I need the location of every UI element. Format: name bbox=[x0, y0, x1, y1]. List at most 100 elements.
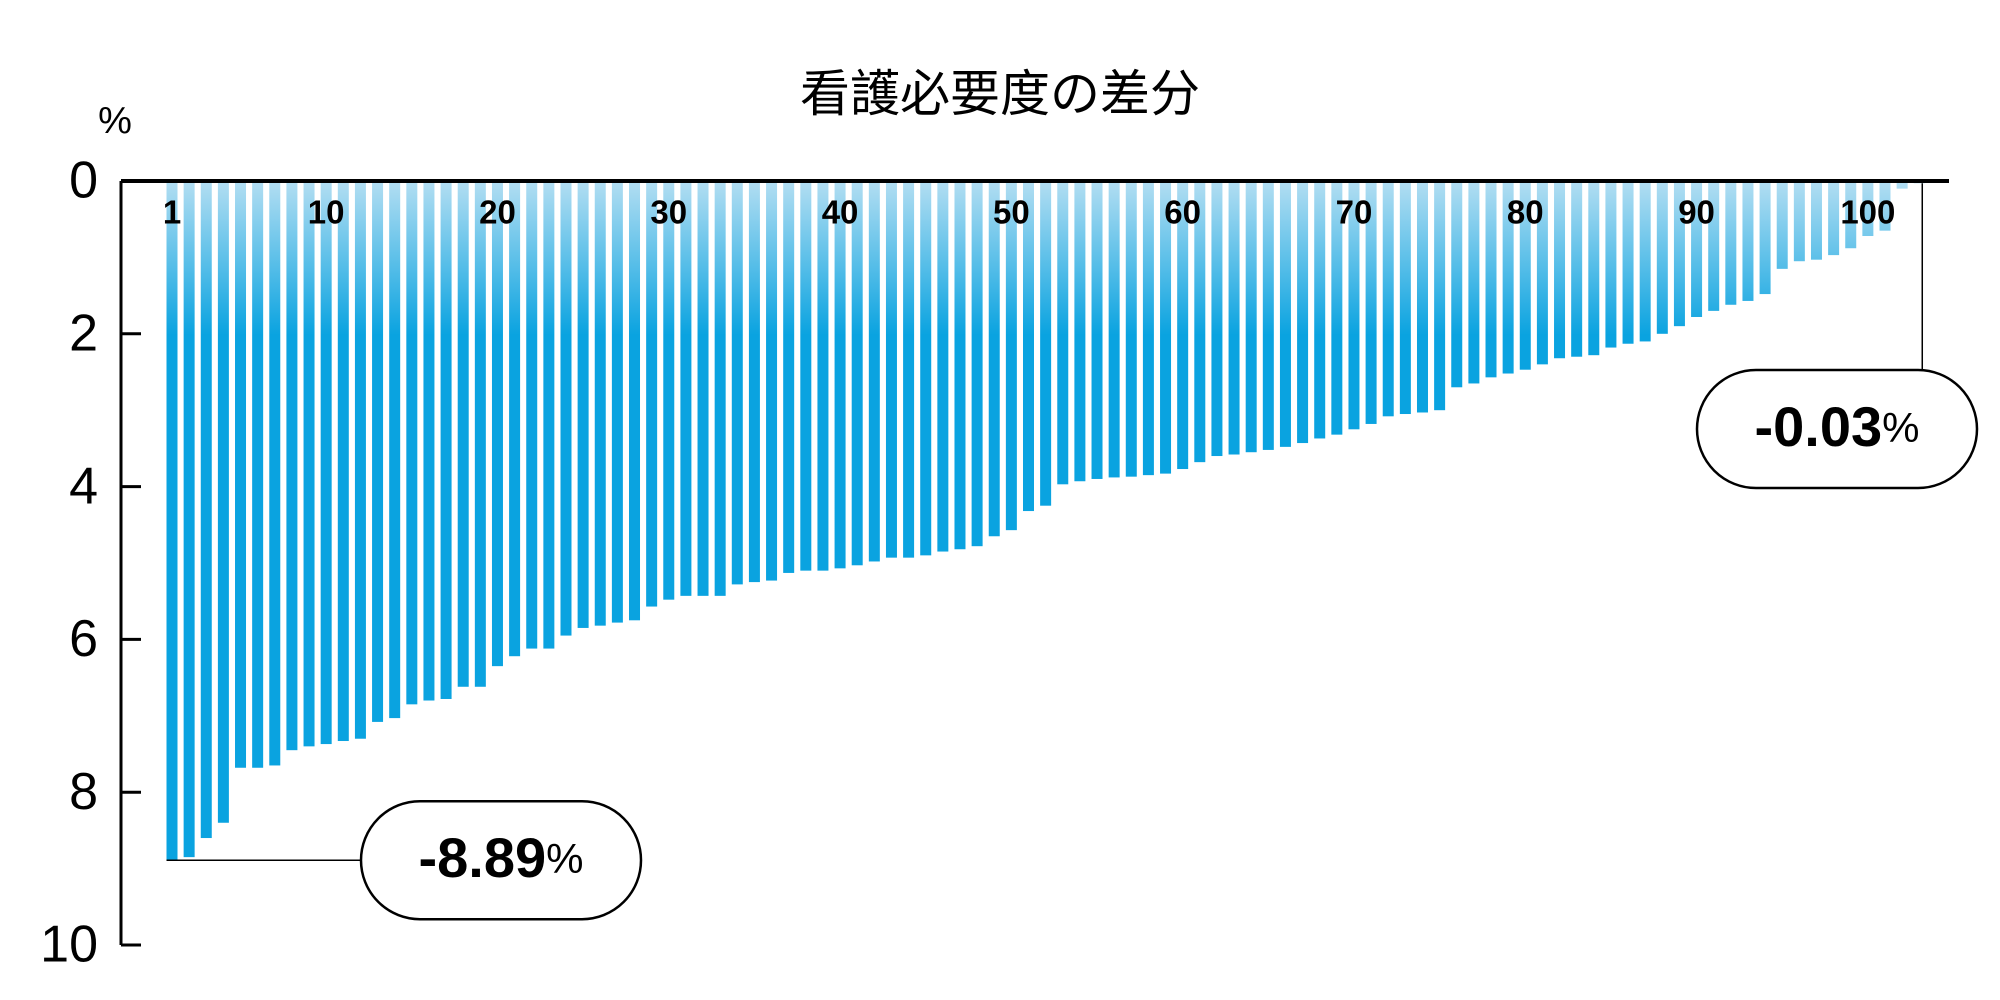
bar bbox=[1656, 181, 1668, 334]
bar bbox=[1708, 181, 1720, 311]
bar bbox=[1125, 181, 1137, 477]
bar bbox=[1605, 181, 1617, 348]
bar bbox=[200, 181, 212, 839]
bar bbox=[988, 181, 1000, 537]
bar bbox=[235, 181, 247, 768]
bar bbox=[903, 181, 915, 558]
bar bbox=[1862, 181, 1874, 237]
bar bbox=[748, 181, 760, 583]
bar bbox=[1879, 181, 1891, 231]
bar bbox=[680, 181, 692, 596]
bar bbox=[474, 181, 486, 687]
bar bbox=[560, 181, 572, 636]
y-tick-label: 0 bbox=[69, 152, 98, 210]
bar bbox=[526, 181, 538, 649]
y-tick-label: 4 bbox=[69, 457, 98, 515]
x-tick-label: 60 bbox=[1164, 194, 1201, 231]
bar bbox=[1554, 181, 1566, 359]
bar bbox=[885, 181, 897, 558]
bar bbox=[971, 181, 983, 547]
bar bbox=[646, 181, 658, 607]
bar bbox=[800, 181, 812, 571]
bar bbox=[457, 181, 469, 687]
callout-unit: % bbox=[1882, 404, 1919, 451]
bar bbox=[1742, 181, 1754, 301]
bar bbox=[731, 181, 743, 585]
bar bbox=[1536, 181, 1548, 365]
bar bbox=[1211, 181, 1223, 457]
y-tick-label: 2 bbox=[69, 305, 98, 363]
bar bbox=[766, 181, 778, 581]
bar bbox=[1434, 181, 1446, 411]
callout-label: -0.03% bbox=[1755, 395, 1920, 458]
x-tick-label: 90 bbox=[1678, 194, 1715, 231]
bar bbox=[303, 181, 315, 747]
bar bbox=[1639, 181, 1651, 342]
bar bbox=[1091, 181, 1103, 479]
bar bbox=[1279, 181, 1291, 447]
bar bbox=[1074, 181, 1086, 482]
callout-box bbox=[1695, 368, 1979, 490]
bar bbox=[594, 181, 606, 626]
bar bbox=[834, 181, 846, 569]
bar bbox=[1262, 181, 1274, 450]
bar bbox=[543, 181, 555, 649]
bar bbox=[868, 181, 880, 562]
bar bbox=[1519, 181, 1531, 370]
y-tick-label: 8 bbox=[69, 763, 98, 821]
bar bbox=[1468, 181, 1480, 384]
bar bbox=[320, 181, 332, 745]
bar bbox=[1571, 181, 1583, 357]
callout-value: -0.03 bbox=[1755, 395, 1883, 458]
x-tick-label: 50 bbox=[993, 194, 1030, 231]
bar bbox=[1622, 181, 1634, 344]
callout-unit: % bbox=[546, 835, 583, 882]
bar bbox=[166, 181, 178, 861]
bar bbox=[1776, 181, 1788, 269]
x-tick-label: 100 bbox=[1840, 194, 1895, 231]
bar bbox=[1314, 181, 1326, 439]
bar bbox=[714, 181, 726, 596]
bar bbox=[440, 181, 452, 699]
bar bbox=[1451, 181, 1463, 388]
bar bbox=[217, 181, 229, 823]
x-tick-label: 40 bbox=[822, 194, 859, 231]
bar bbox=[1142, 181, 1154, 476]
bar bbox=[1108, 181, 1120, 478]
bar bbox=[406, 181, 418, 705]
bar bbox=[1793, 181, 1805, 262]
bar bbox=[817, 181, 829, 571]
bar bbox=[937, 181, 949, 552]
bar bbox=[1228, 181, 1240, 455]
bar bbox=[1845, 181, 1857, 249]
x-tick-label: 80 bbox=[1507, 194, 1544, 231]
bar bbox=[252, 181, 264, 768]
bar bbox=[1194, 181, 1206, 463]
bar bbox=[1399, 181, 1411, 415]
bar bbox=[491, 181, 503, 667]
bar bbox=[509, 181, 521, 657]
bar bbox=[1245, 181, 1257, 453]
bar bbox=[629, 181, 641, 621]
y-tick-label: 10 bbox=[40, 916, 98, 974]
bar bbox=[1485, 181, 1497, 378]
x-tick-label: 1 bbox=[163, 194, 181, 231]
bar bbox=[1416, 181, 1428, 413]
bar bbox=[1828, 181, 1840, 256]
bar bbox=[1005, 181, 1017, 531]
bar bbox=[1297, 181, 1309, 444]
bar bbox=[372, 181, 384, 722]
bar bbox=[1023, 181, 1034, 512]
bar bbox=[389, 181, 401, 719]
bar bbox=[1588, 181, 1600, 356]
y-tick-label: 6 bbox=[69, 610, 98, 668]
bar bbox=[286, 181, 298, 751]
bar bbox=[1810, 181, 1822, 260]
x-tick-label: 20 bbox=[479, 194, 516, 231]
bar bbox=[1348, 181, 1360, 430]
bar bbox=[1365, 181, 1377, 424]
bar bbox=[697, 181, 709, 596]
bar bbox=[663, 181, 675, 600]
bar bbox=[1177, 181, 1189, 470]
